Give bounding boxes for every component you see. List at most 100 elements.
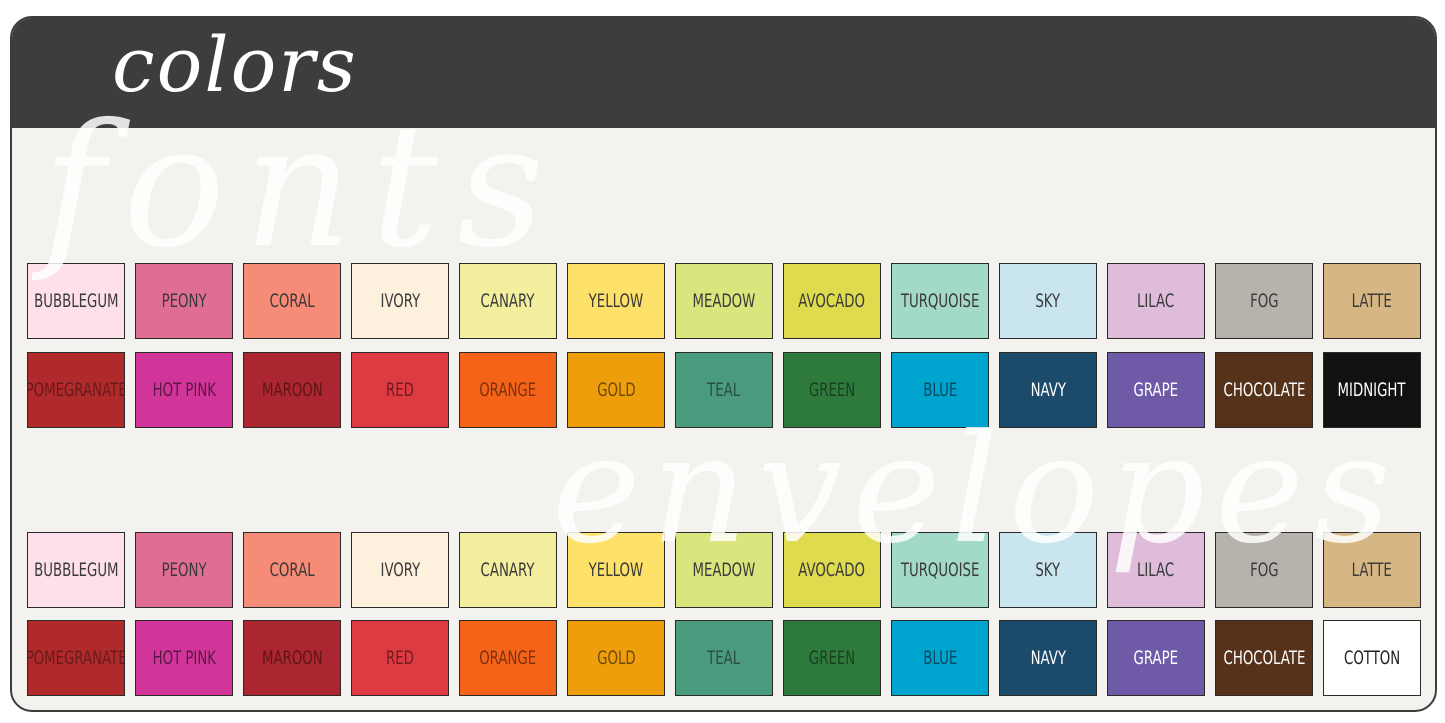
- color-swatch: BLUE: [891, 352, 989, 428]
- swatch-label: YELLOW: [588, 290, 644, 312]
- color-swatch: RED: [351, 620, 449, 696]
- swatch-label: TURQUOISE: [900, 290, 980, 312]
- color-swatch: MAROON: [243, 620, 341, 696]
- color-swatch: GREEN: [783, 620, 881, 696]
- swatch-label: ORANGE: [479, 379, 537, 401]
- swatch-label: GREEN: [808, 379, 856, 401]
- color-swatch: COTTON: [1323, 620, 1421, 696]
- swatch-label: POMEGRANATE: [27, 647, 125, 669]
- swatch-label: LATTE: [1351, 559, 1393, 581]
- swatch-label: GRAPE: [1133, 379, 1179, 401]
- color-swatch: NAVY: [999, 620, 1097, 696]
- swatch-label: HOT PINK: [152, 647, 216, 669]
- swatch-label: NAVY: [1030, 379, 1066, 401]
- color-swatch: NAVY: [999, 352, 1097, 428]
- color-swatch: MIDNIGHT: [1323, 352, 1421, 428]
- color-swatch: HOT PINK: [135, 620, 233, 696]
- color-swatch: GOLD: [567, 620, 665, 696]
- swatch-label: BLUE: [922, 379, 958, 401]
- color-swatch: IVORY: [351, 532, 449, 608]
- swatch-label: MEADOW: [692, 290, 756, 312]
- swatch-label: GREEN: [808, 647, 856, 669]
- swatch-label: RED: [386, 647, 414, 669]
- swatch-label: MAROON: [261, 379, 323, 401]
- swatch-label: FOG: [1249, 559, 1279, 581]
- swatch-label: LILAC: [1137, 559, 1175, 581]
- color-swatch: YELLOW: [567, 532, 665, 608]
- swatch-label: CORAL: [269, 290, 315, 312]
- color-swatch: CANARY: [459, 532, 557, 608]
- color-swatch: POMEGRANATE: [27, 352, 125, 428]
- palette-panel: colors BUBBLEGUM PEONY CORAL IVORY CANARY YEL…: [10, 16, 1437, 712]
- swatch-label: MIDNIGHT: [1338, 379, 1406, 401]
- color-swatch: GRAPE: [1107, 352, 1205, 428]
- swatch-label: AVOCADO: [798, 559, 866, 581]
- swatch-label: LATTE: [1351, 290, 1393, 312]
- color-swatch: FOG: [1215, 532, 1313, 608]
- swatch-label: FOG: [1249, 290, 1279, 312]
- swatch-label: TURQUOISE: [900, 559, 980, 581]
- color-swatch: POMEGRANATE: [27, 620, 125, 696]
- swatch-label: CHOCOLATE: [1223, 379, 1305, 401]
- swatch-label: SKY: [1035, 559, 1061, 581]
- color-swatch: CHOCOLATE: [1215, 352, 1313, 428]
- color-swatch: GRAPE: [1107, 620, 1205, 696]
- color-swatch: BUBBLEGUM: [27, 532, 125, 608]
- color-swatch: FOG: [1215, 263, 1313, 339]
- color-swatch: AVOCADO: [783, 263, 881, 339]
- header-title: colors: [112, 20, 358, 109]
- color-swatch: GREEN: [783, 352, 881, 428]
- swatch-label: TEAL: [707, 647, 741, 669]
- swatch-label: MEADOW: [692, 559, 756, 581]
- color-swatch: TEAL: [675, 352, 773, 428]
- color-swatch: LATTE: [1323, 263, 1421, 339]
- swatch-label: NAVY: [1030, 647, 1066, 669]
- swatch-label: SKY: [1035, 290, 1061, 312]
- swatch-label: COTTON: [1343, 647, 1401, 669]
- color-swatch: LILAC: [1107, 532, 1205, 608]
- color-swatch: HOT PINK: [135, 352, 233, 428]
- color-swatch: BUBBLEGUM: [27, 263, 125, 339]
- color-swatch: CANARY: [459, 263, 557, 339]
- swatch-label: LILAC: [1137, 290, 1175, 312]
- swatch-label: POMEGRANATE: [27, 379, 125, 401]
- swatch-label: CANARY: [481, 290, 535, 312]
- swatch-label: CHOCOLATE: [1223, 647, 1305, 669]
- swatch-label: CORAL: [269, 559, 315, 581]
- color-swatch: PEONY: [135, 532, 233, 608]
- color-swatch: TEAL: [675, 620, 773, 696]
- swatch-label: CANARY: [481, 559, 535, 581]
- color-swatch: CHOCOLATE: [1215, 620, 1313, 696]
- color-swatch: PEONY: [135, 263, 233, 339]
- color-swatch: MEADOW: [675, 532, 773, 608]
- swatch-label: PEONY: [161, 290, 207, 312]
- swatch-label: TEAL: [707, 379, 741, 401]
- color-swatch: TURQUOISE: [891, 532, 989, 608]
- color-swatch: ORANGE: [459, 620, 557, 696]
- color-swatch: ORANGE: [459, 352, 557, 428]
- color-swatch: SKY: [999, 263, 1097, 339]
- swatch-label: AVOCADO: [798, 290, 866, 312]
- swatch-label: YELLOW: [588, 559, 644, 581]
- color-swatch: GOLD: [567, 352, 665, 428]
- color-swatch: MEADOW: [675, 263, 773, 339]
- color-swatch: AVOCADO: [783, 532, 881, 608]
- swatch-label: GOLD: [596, 379, 636, 401]
- swatch-label: IVORY: [380, 559, 420, 581]
- swatch-label: RED: [386, 379, 414, 401]
- color-swatch: IVORY: [351, 263, 449, 339]
- color-swatch: CORAL: [243, 263, 341, 339]
- swatch-label: BUBBLEGUM: [33, 290, 119, 312]
- color-swatch: TURQUOISE: [891, 263, 989, 339]
- color-swatch: BLUE: [891, 620, 989, 696]
- swatch-label: GRAPE: [1133, 647, 1179, 669]
- color-swatch: RED: [351, 352, 449, 428]
- swatch-label: HOT PINK: [152, 379, 216, 401]
- color-swatch: SKY: [999, 532, 1097, 608]
- swatch-label: PEONY: [161, 559, 207, 581]
- color-swatch: MAROON: [243, 352, 341, 428]
- swatch-label: GOLD: [596, 647, 636, 669]
- header-bar: colors: [12, 18, 1435, 128]
- color-swatch: LILAC: [1107, 263, 1205, 339]
